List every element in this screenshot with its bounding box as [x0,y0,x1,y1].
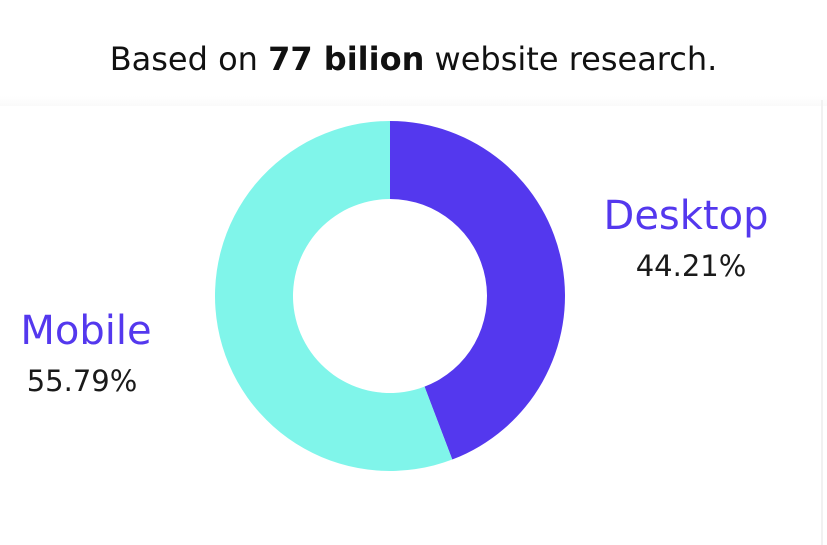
top-shade [0,96,827,106]
caption-prefix: Based on [109,40,269,78]
caption-suffix: website research. [424,40,718,78]
donut-slice-desktop [390,121,565,460]
donut-slice-mobile [214,121,453,471]
desktop-slice-value: 44.21% [636,249,747,283]
right-divider [821,100,823,545]
caption-bold-figure: 77 bilion [268,40,425,78]
desktop-slice-label: Desktop [604,193,769,239]
chart-caption: Based on 77 bilion website research. [0,40,827,78]
mobile-slice-label: Mobile [20,308,151,354]
mobile-slice-value: 55.79% [27,364,138,398]
donut-slices [214,121,565,471]
